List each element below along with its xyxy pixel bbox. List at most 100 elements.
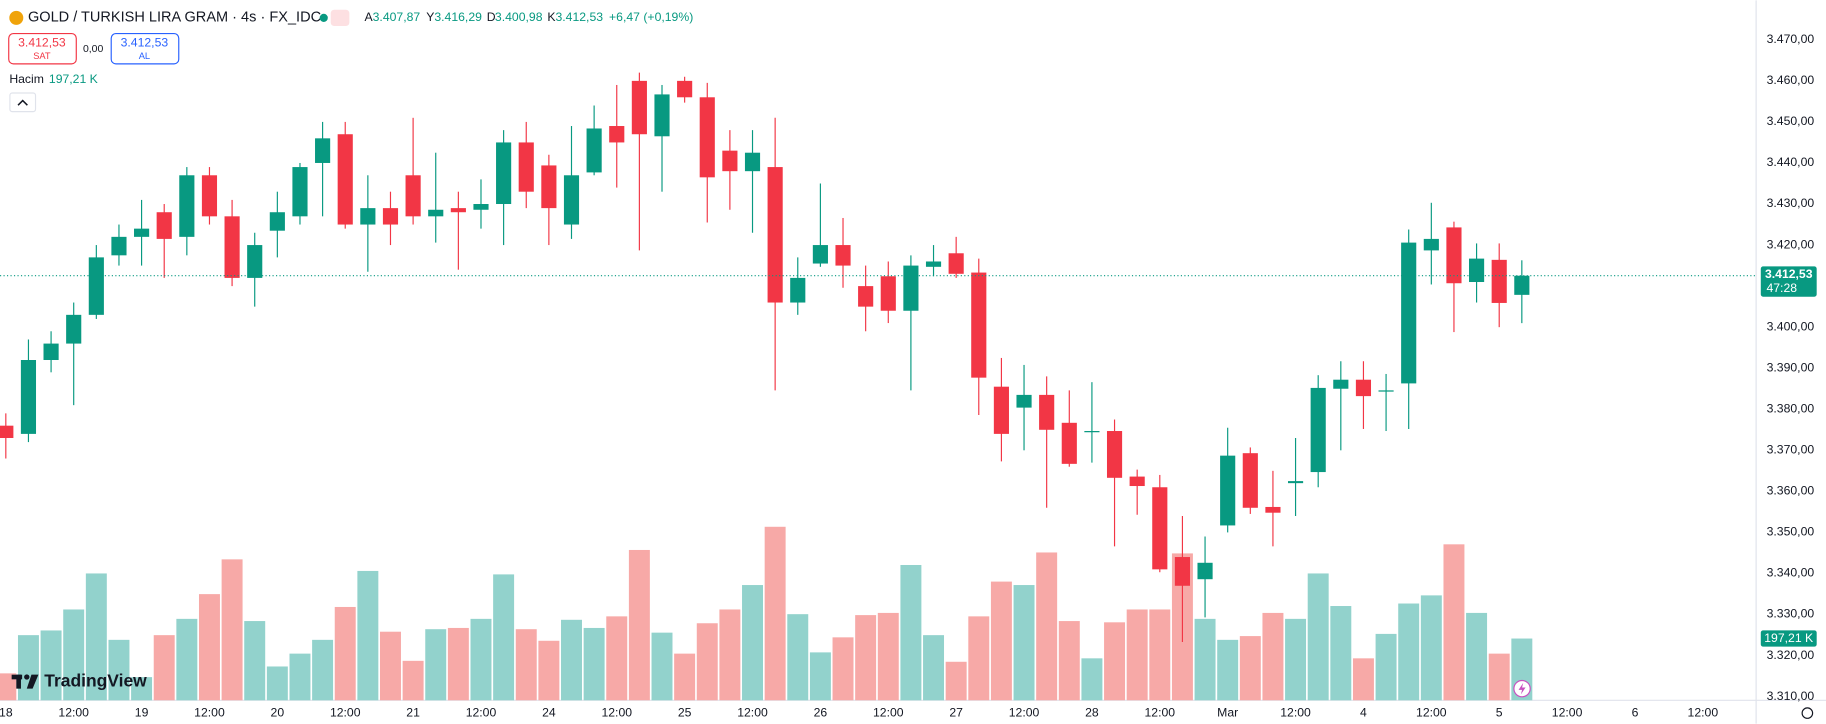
symbol-icon (9, 10, 24, 25)
x-tick-label: Mar (1217, 705, 1238, 719)
candle-body (1491, 259, 1507, 303)
volume-bar (63, 609, 85, 701)
candle-body (337, 134, 353, 225)
x-tick-label: 20 (271, 705, 285, 719)
volume-bar (1352, 658, 1374, 701)
x-tick-label: 28 (1085, 705, 1099, 719)
candle-body (858, 286, 874, 307)
candle-body (1039, 394, 1055, 430)
buy-price: 3.412,53 (121, 36, 169, 50)
spread: 0,00 (83, 44, 104, 55)
candle-body (1333, 379, 1349, 389)
y-tick-label: 3.470,00 (1767, 32, 1815, 46)
candle-body (1084, 431, 1100, 433)
settings-icon[interactable] (1801, 707, 1814, 719)
legend-value: 3.412,53 (555, 10, 603, 24)
candle-body (1287, 481, 1304, 484)
volume-bar (1036, 552, 1058, 701)
buy-button[interactable] (110, 33, 180, 65)
y-tick-label: 3.390,00 (1767, 360, 1815, 374)
volume-bar (628, 549, 650, 701)
x-tick-label: 12:00 (601, 705, 632, 719)
legend-value: 3.416,29 (434, 10, 482, 24)
volume-bar (153, 635, 175, 701)
candle-body (1310, 387, 1326, 473)
candle-body (699, 97, 715, 178)
candle-body (247, 245, 263, 278)
volume-bar (1126, 609, 1148, 701)
candle-body (654, 94, 670, 137)
logo-part (26, 674, 39, 689)
x-tick-label: 12:00 (1145, 705, 1176, 719)
x-tick-label: 12:00 (1552, 705, 1583, 719)
candle-body (201, 175, 218, 217)
candle-body (631, 80, 647, 135)
bolt-icon (1518, 682, 1526, 695)
candle-body (428, 209, 444, 217)
candle-body (1106, 431, 1123, 478)
sell-price: 3.412,53 (18, 36, 66, 50)
x-tick-label: 24 (542, 705, 556, 719)
volume-bar (696, 623, 718, 701)
candle-body (722, 150, 738, 172)
x-tick-label: 12:00 (1009, 705, 1040, 719)
volume-bar (674, 653, 696, 701)
candle-body (360, 208, 376, 225)
candle-body (971, 272, 987, 378)
volume-bar (945, 661, 967, 701)
candle-body (677, 80, 693, 98)
candle-body (993, 386, 1009, 434)
volume-title: Hacim (9, 72, 44, 86)
candle-body (744, 152, 761, 172)
candle-body (382, 208, 399, 225)
candle-body (563, 175, 580, 225)
candle-body (1469, 258, 1485, 283)
candle-body (925, 261, 942, 267)
volume-bar (877, 612, 899, 701)
volume-bar (515, 629, 537, 701)
x-tick-label: 12:00 (58, 705, 89, 719)
candle-body (948, 253, 964, 274)
candle-body (1061, 422, 1077, 464)
volume-bar (380, 631, 401, 701)
candle-body (767, 167, 783, 303)
volume-bar (1307, 573, 1329, 701)
candle-body (88, 257, 104, 315)
volume-bar (131, 677, 153, 701)
volume-value: 197,21 K (49, 72, 99, 86)
y-tick-label: 3.460,00 (1767, 73, 1815, 87)
y-tick-label: 3.400,00 (1767, 319, 1815, 333)
volume-bar (402, 660, 424, 701)
volume-bar (583, 627, 605, 701)
candle-body (43, 343, 59, 361)
candle-body (1174, 557, 1190, 586)
x-tick-label: 12:00 (737, 705, 768, 719)
volume-bar (990, 581, 1012, 701)
volume-bar (1058, 621, 1080, 701)
legend-key: A (365, 10, 374, 24)
legend-key: Y (426, 10, 434, 24)
volume-bar (832, 637, 854, 701)
candle-body (269, 212, 285, 231)
volume-bar (1466, 612, 1488, 701)
logo-part (24, 674, 30, 680)
volume-bar (968, 616, 990, 701)
volume-bar (447, 627, 469, 701)
x-tick-label: 5 (1496, 705, 1503, 719)
x-tick-label: 19 (135, 705, 149, 719)
volume-bar (470, 618, 492, 701)
x-tick-label: 12:00 (194, 705, 225, 719)
volume-bar (1420, 595, 1442, 701)
candle-body (473, 204, 489, 210)
volume-bar (334, 606, 356, 701)
countdown-label: 47:28 (1766, 281, 1797, 295)
candle-body (1265, 506, 1281, 513)
candle-body (1129, 476, 1145, 487)
candle-body (156, 212, 172, 239)
y-tick-label: 3.330,00 (1767, 607, 1815, 621)
candle-body (179, 175, 195, 237)
brand-logo (11, 674, 39, 689)
collapse-button[interactable] (9, 92, 37, 113)
volume-bar (1398, 603, 1420, 701)
sell-button[interactable] (8, 33, 77, 65)
